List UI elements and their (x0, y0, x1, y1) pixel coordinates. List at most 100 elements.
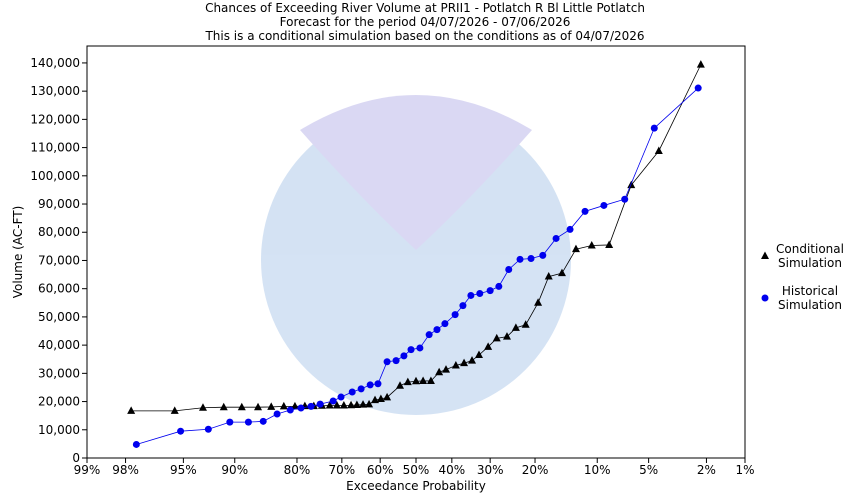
triangle-marker (347, 400, 356, 409)
triangle-marker (412, 376, 420, 385)
x-tick-label: 70% (329, 463, 356, 477)
circle-marker (244, 418, 252, 426)
triangle-marker (237, 402, 246, 411)
triangle-marker (339, 401, 348, 409)
x-tick-label: 50% (403, 463, 430, 477)
legend-label: Conditional Simulation (776, 242, 844, 270)
triangle-marker (419, 376, 428, 384)
y-tick-label: 90,000 (38, 197, 80, 211)
circle-marker (357, 385, 365, 393)
x-tick-label: 30% (477, 463, 504, 477)
chart-title: Chances of Exceeding River Volume at PRI… (205, 1, 645, 15)
circle-marker (407, 346, 415, 354)
y-tick-label: 100,000 (30, 169, 80, 183)
circle-marker (374, 380, 382, 388)
x-tick-label: 95% (170, 463, 197, 477)
circle-marker (204, 425, 212, 433)
circle-marker (348, 388, 356, 396)
y-axis-label: Volume (AC-FT) (11, 206, 25, 299)
y-tick-label: 140,000 (30, 56, 80, 70)
legend-label: Historical Simulation (778, 284, 842, 312)
x-tick-label: 98% (112, 463, 139, 477)
triangle-marker (484, 342, 493, 350)
circle-marker (329, 397, 337, 405)
x-tick-label: 60% (367, 463, 394, 477)
x-tick-label: 99% (74, 463, 101, 477)
circle-marker (694, 84, 702, 92)
y-tick-label: 70,000 (38, 253, 80, 267)
circle-marker (316, 400, 324, 408)
circle-marker (600, 201, 608, 209)
circle-marker (486, 287, 494, 295)
triangle-marker (460, 358, 469, 367)
y-tick-label: 20,000 (38, 395, 80, 409)
triangle-marker (371, 395, 380, 404)
circle-marker (273, 410, 281, 418)
circle-marker (505, 265, 513, 273)
circle-marker (451, 311, 459, 319)
circle-marker (383, 358, 391, 366)
circle-marker (400, 352, 408, 360)
triangle-marker (696, 60, 705, 68)
circle-marker (392, 357, 400, 365)
x-tick-label: 40% (438, 463, 465, 477)
circle-marker (441, 320, 449, 328)
y-tick-label: 110,000 (30, 141, 80, 155)
triangle-marker (254, 402, 263, 411)
circle-marker (425, 331, 433, 339)
triangle-marker (534, 298, 543, 306)
circle-marker (459, 302, 467, 310)
circle-marker (467, 291, 475, 299)
triangle-marker (435, 367, 444, 376)
x-tick-label: 10% (584, 463, 611, 477)
chart-subtitle: Forecast for the period 04/07/2026 - 07/… (280, 15, 571, 29)
triangle-marker (571, 244, 580, 253)
circle-marker (132, 440, 140, 448)
triangle-marker (365, 399, 374, 408)
triangle-marker (557, 268, 566, 277)
y-tick-label: 30,000 (38, 366, 80, 380)
circle-marker (650, 124, 658, 132)
legend-marker (761, 251, 769, 259)
triangle-marker (451, 360, 460, 369)
triangle-marker (474, 350, 483, 358)
x-tick-label: 20% (522, 463, 549, 477)
triangle-marker (502, 332, 511, 340)
watermark (261, 95, 571, 415)
triangle-marker (544, 272, 553, 280)
triangle-marker (290, 401, 299, 410)
triangle-marker (359, 400, 368, 408)
triangle-marker (332, 401, 341, 409)
triangle-marker (442, 365, 451, 373)
x-tick-label: 80% (284, 463, 311, 477)
circle-marker (476, 289, 484, 297)
x-axis-label: Exceedance Probability (346, 479, 486, 493)
triangle-marker (511, 323, 520, 331)
triangle-marker (325, 401, 334, 409)
circle-marker (177, 427, 185, 435)
triangle-marker (403, 377, 412, 386)
triangle-marker (198, 403, 207, 411)
circle-marker (259, 417, 267, 425)
triangle-marker (654, 146, 663, 154)
triangle-marker (267, 402, 276, 410)
y-tick-label: 10,000 (38, 423, 80, 437)
triangle-marker (170, 406, 179, 414)
x-tick-label: 90% (221, 463, 248, 477)
y-tick-label: 120,000 (30, 112, 80, 126)
triangle-marker (396, 381, 405, 389)
triangle-marker (492, 333, 501, 342)
y-tick-label: 130,000 (30, 84, 80, 98)
triangle-marker (521, 320, 530, 328)
circle-marker (297, 404, 305, 412)
triangle-marker (426, 376, 435, 384)
circle-marker (416, 344, 424, 352)
triangle-marker (352, 400, 361, 408)
circle-marker (286, 406, 294, 414)
triangle-marker (279, 401, 288, 410)
watermark-disc (261, 105, 571, 415)
circle-marker (566, 225, 574, 233)
circle-marker (527, 254, 535, 262)
